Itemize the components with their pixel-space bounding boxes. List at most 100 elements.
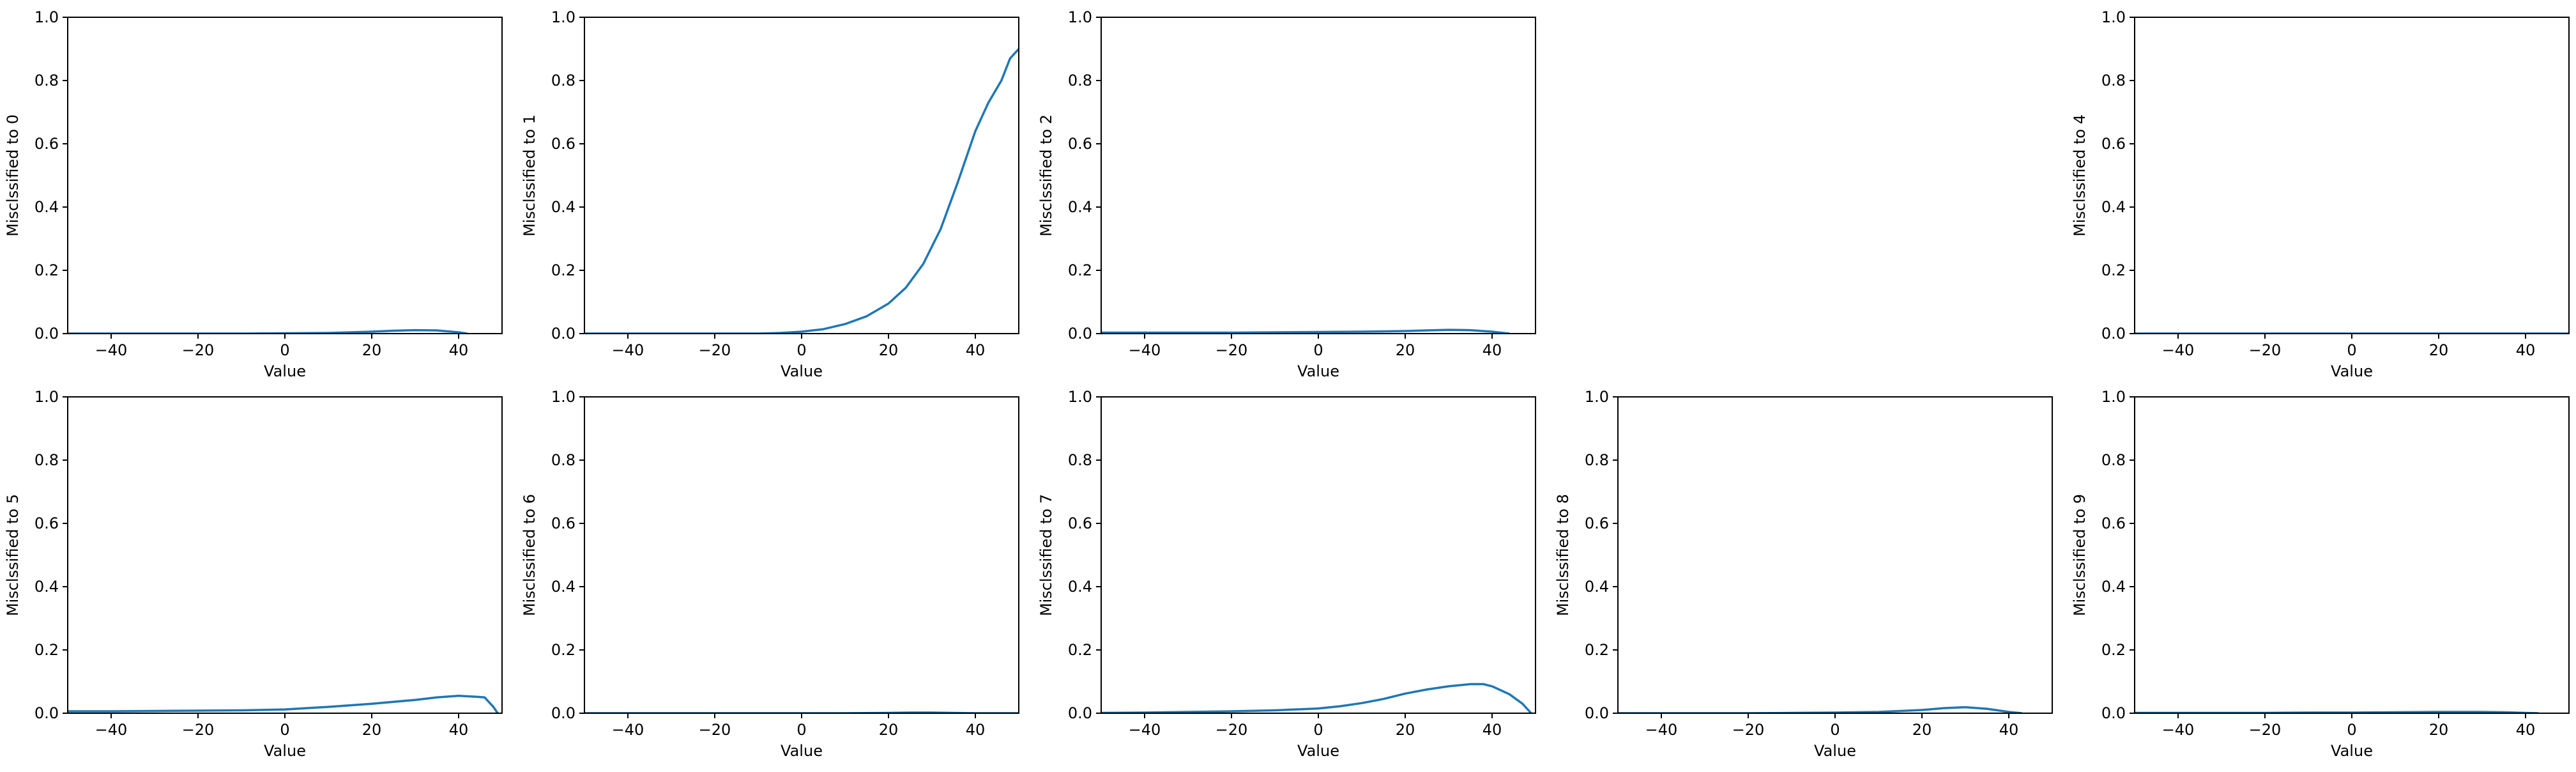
- x-tick-label: −40: [1129, 721, 1161, 739]
- y-tick-label: 0.4: [1585, 578, 1609, 596]
- subplot-4: −40 −20 0 20 40 0.0 0.2 0.4 0.6 0.8 1.0 Value Miscls…: [4, 388, 503, 760]
- y-tick-label: 0.8: [34, 451, 59, 469]
- x-tick-label: 20: [362, 721, 382, 739]
- x-tick-label: 20: [362, 341, 382, 359]
- subplot-2: −40 −20 0 20 40 0.0 0.2 0.4 0.6 0.8 1.0 Value Miscls…: [1037, 8, 1536, 380]
- subplot-6: −40 −20 0 20 40 0.0 0.2 0.4 0.6 0.8 1.0 Value Miscls…: [1037, 388, 1536, 760]
- y-tick-label: 0.6: [34, 135, 59, 153]
- y-tick-label: 0.6: [551, 135, 575, 153]
- x-tick-label: 40: [449, 721, 469, 739]
- subplot-8: −40 −20 0 20 40 0.0 0.2 0.4 0.6 0.8 1.0 Value Miscls…: [2071, 388, 2570, 760]
- series-line: [68, 695, 499, 713]
- x-axis-label: Value: [2331, 362, 2373, 380]
- y-axis-label: Misclssified to 1: [521, 114, 538, 236]
- x-tick-label: −40: [1129, 341, 1161, 359]
- x-axis-label: Value: [264, 742, 306, 760]
- axes-frame: [1617, 396, 2053, 714]
- y-tick-label: 0.2: [1585, 641, 1609, 659]
- x-axis-label: Value: [1297, 742, 1339, 760]
- y-tick-label: 0.8: [551, 72, 575, 89]
- series-line: [1101, 328, 1510, 334]
- y-tick-label: 0.0: [2101, 325, 2126, 343]
- y-tick-label: 0.8: [1068, 72, 1092, 89]
- series-line: [584, 48, 1019, 334]
- x-tick-label: −20: [699, 721, 731, 739]
- y-tick-label: 0.0: [34, 325, 59, 343]
- y-tick-label: 1.0: [1585, 388, 1609, 406]
- x-tick-label: −40: [612, 721, 644, 739]
- x-tick-label: 40: [966, 721, 986, 739]
- axes-frame: [2134, 17, 2570, 334]
- x-tick-label: −20: [1216, 721, 1248, 739]
- x-tick-label: 0: [280, 341, 289, 359]
- y-tick-label: 0.4: [1068, 198, 1092, 216]
- y-tick-label: 1.0: [2101, 388, 2126, 406]
- x-axis-label: Value: [1297, 362, 1339, 380]
- y-tick-label: 0.0: [1068, 704, 1092, 722]
- y-tick-label: 0.6: [2101, 514, 2126, 532]
- y-tick-label: 0.4: [2101, 578, 2126, 596]
- series-line: [1618, 706, 2022, 713]
- x-tick-label: 0: [2347, 721, 2356, 739]
- x-tick-label: −20: [2249, 721, 2282, 739]
- axes-frame: [67, 396, 503, 714]
- x-tick-label: 40: [449, 341, 469, 359]
- x-axis-label: Value: [781, 742, 823, 760]
- y-tick-label: 0.6: [1068, 135, 1092, 153]
- x-tick-label: −20: [2249, 341, 2282, 359]
- axes-frame: [2134, 396, 2570, 714]
- y-tick-label: 0.8: [551, 451, 575, 469]
- x-tick-label: 0: [1313, 341, 1323, 359]
- series-line: [1101, 683, 1532, 713]
- x-axis-label: Value: [264, 362, 306, 380]
- x-tick-label: 20: [1396, 341, 1415, 359]
- y-tick-label: 0.8: [2101, 451, 2126, 469]
- y-tick-label: 1.0: [34, 388, 59, 406]
- y-tick-label: 0.4: [1068, 578, 1092, 596]
- y-tick-label: 0.2: [34, 641, 59, 659]
- y-tick-label: 0.8: [34, 72, 59, 89]
- x-tick-label: 20: [879, 721, 899, 739]
- y-axis-label: Misclssified to 0: [4, 114, 22, 236]
- y-tick-label: 0.2: [2101, 261, 2126, 279]
- x-tick-label: −20: [699, 341, 731, 359]
- axes-frame: [584, 396, 1019, 714]
- x-tick-label: 40: [2516, 341, 2536, 359]
- x-tick-label: 0: [796, 721, 806, 739]
- y-tick-label: 0.4: [551, 198, 575, 216]
- x-tick-label: −20: [1732, 721, 1765, 739]
- y-axis-label: Misclssified to 2: [1037, 114, 1055, 236]
- y-tick-label: 0.0: [551, 325, 575, 343]
- x-tick-label: 20: [1912, 721, 1932, 739]
- x-axis-label: Value: [2331, 742, 2373, 760]
- x-tick-label: −40: [95, 341, 128, 359]
- y-tick-label: 0.4: [2101, 198, 2126, 216]
- subplot-3: −40 −20 0 20 40 0.0 0.2 0.4 0.6 0.8 1.0 Value Miscls…: [2071, 8, 2570, 380]
- axes-frame: [1101, 396, 1536, 714]
- subplot-7: −40 −20 0 20 40 0.0 0.2 0.4 0.6 0.8 1.0 Value Miscls…: [1554, 388, 2053, 760]
- x-tick-label: 0: [1830, 721, 1840, 739]
- x-tick-label: −20: [182, 341, 215, 359]
- x-tick-label: 0: [280, 721, 289, 739]
- x-tick-label: 40: [1999, 721, 2019, 739]
- y-tick-label: 0.4: [34, 578, 59, 596]
- y-tick-label: 0.2: [34, 261, 59, 279]
- y-tick-label: 0.0: [1068, 325, 1092, 343]
- axes-frame: [584, 17, 1019, 334]
- x-axis-label: Value: [1814, 742, 1856, 760]
- y-axis-label: Misclssified to 8: [1554, 494, 1572, 616]
- y-tick-label: 0.0: [551, 704, 575, 722]
- y-tick-label: 0.4: [34, 198, 59, 216]
- y-tick-label: 0.6: [34, 514, 59, 532]
- axes-frame: [1101, 17, 1536, 334]
- x-tick-label: 0: [2347, 341, 2356, 359]
- x-tick-label: 40: [1482, 721, 1502, 739]
- y-axis-label: Misclssified to 9: [2071, 494, 2089, 616]
- x-tick-label: 0: [796, 341, 806, 359]
- x-tick-label: 40: [966, 341, 986, 359]
- x-tick-label: −40: [2162, 341, 2195, 359]
- axes-frame: [67, 17, 503, 334]
- y-tick-label: 0.6: [1068, 514, 1092, 532]
- x-tick-label: 20: [2429, 341, 2449, 359]
- y-tick-label: 0.8: [2101, 72, 2126, 89]
